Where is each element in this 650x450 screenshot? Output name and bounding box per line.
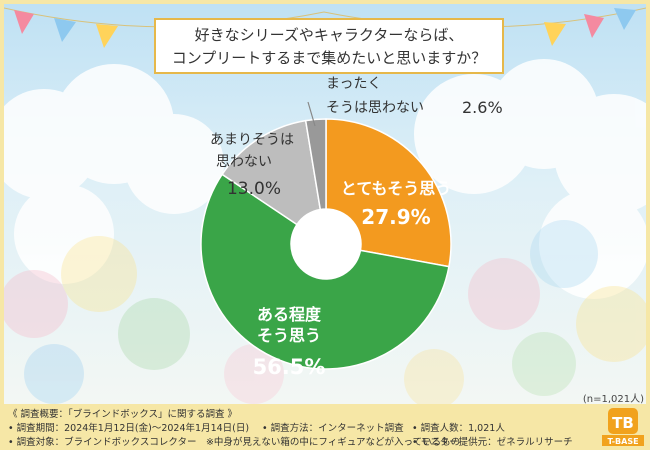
- survey-target: • 調査対象：ブラインドボックスコレクター ※中身が見えない箱の中にフィギュアな…: [8, 437, 461, 448]
- slice-label-not-at-all-line1: まったく: [326, 76, 381, 92]
- survey-period: • 調査期間：2024年1月12日(金)〜2024年1月14日(日): [8, 423, 250, 434]
- chart-panel: 好きなシリーズやキャラクターならば、 コンプリートするまで集めたいと思いますか？…: [4, 4, 646, 404]
- logo-mark: TB: [612, 414, 634, 432]
- slice-value-not-much: 13.0%: [227, 179, 281, 199]
- donut-chart: とてもそう思う 27.9% ある程度 そう思う 56.5% あまりそうは 思わな…: [200, 76, 503, 379]
- slice-label-somewhat-line2: そう思う: [257, 326, 321, 345]
- chart-title: 好きなシリーズやキャラクターならば、 コンプリートするまで集めたいと思いますか？: [154, 18, 504, 74]
- survey-overview: 《 調査概要：「ブラインドボックス」に関する調査 》: [8, 409, 238, 420]
- t-base-logo: TB T-BASE: [602, 408, 644, 446]
- survey-footer: 《 調査概要：「ブラインドボックス」に関する調査 》 • 調査期間：2024年1…: [0, 404, 650, 450]
- slice-label-somewhat-line1: ある程度: [257, 305, 322, 324]
- donut-hole: [291, 209, 361, 279]
- sample-size: (n=1,021人): [582, 394, 644, 404]
- slice-value-very-much: 27.9%: [361, 205, 430, 229]
- slice-value-not-at-all: 2.6%: [462, 98, 503, 117]
- clouds-decoration: [4, 59, 646, 299]
- slice-label-not-much-line2: 思わない: [216, 154, 272, 170]
- slice-label-very-much: とてもそう思う: [341, 179, 451, 198]
- bunting-decoration: [4, 7, 646, 48]
- title-line-1: 好きなシリーズやキャラクターならば、: [194, 26, 464, 44]
- leader-line: [307, 101, 316, 127]
- background-decoration: [4, 7, 646, 404]
- survey-method: • 調査方法：インターネット調査: [262, 423, 404, 434]
- logo-text: T-BASE: [607, 437, 638, 446]
- donut-slices: [200, 118, 452, 370]
- survey-provider: • モニター提供元：ゼネラルリサーチ: [412, 437, 573, 448]
- slice-label-not-at-all-line2: そうは思わない: [326, 100, 424, 116]
- slice-value-somewhat: 56.5%: [253, 355, 326, 379]
- survey-count: • 調査人数：1,021人: [412, 423, 505, 434]
- slice-label-not-much-line1: あまりそうは: [210, 132, 294, 148]
- balloons-decoration: [4, 220, 646, 404]
- title-line-2: コンプリートするまで集めたいと思いますか？: [171, 49, 487, 67]
